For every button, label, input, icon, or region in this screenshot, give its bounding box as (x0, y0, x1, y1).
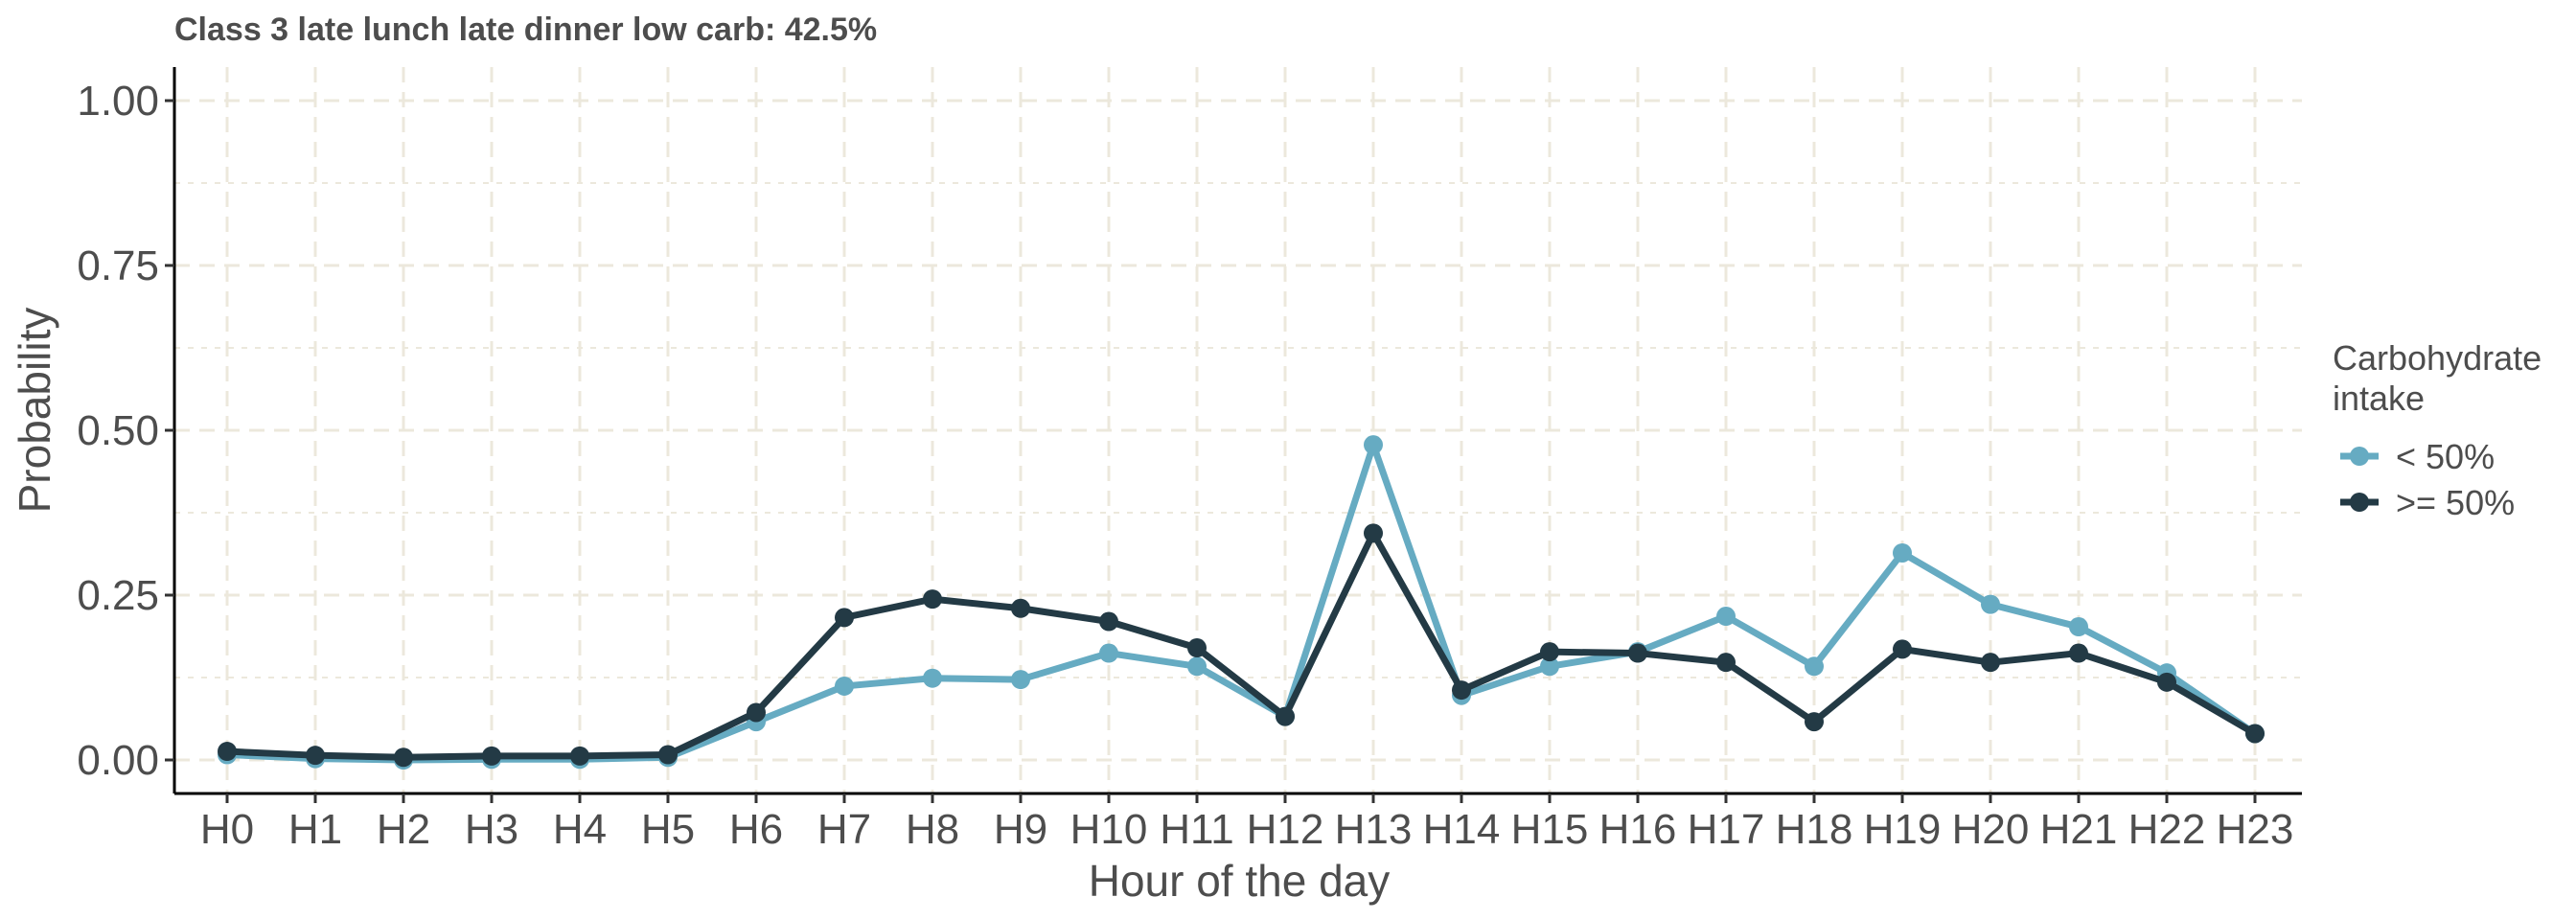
y-tick-label: 0.25 (77, 572, 159, 619)
x-tick-label: H4 (553, 806, 607, 853)
grid (174, 67, 2302, 794)
data-point (2245, 724, 2265, 744)
data-point (923, 589, 942, 610)
legend-title: Carbohydrate (2333, 338, 2542, 378)
data-point (1716, 607, 1736, 627)
data-point (1011, 598, 1030, 618)
data-point (1187, 656, 1207, 677)
x-tick-label: H3 (465, 806, 518, 853)
x-tick-label: H2 (377, 806, 430, 853)
chart-title: Class 3 late lunch late dinner low carb:… (174, 12, 877, 48)
x-tick-label: H7 (817, 806, 871, 853)
data-point (835, 608, 854, 628)
data-point (1893, 639, 1912, 659)
data-point (1099, 643, 1118, 663)
data-point (1011, 670, 1030, 690)
data-point (1981, 594, 2000, 614)
x-tick-label: H15 (1511, 806, 1589, 853)
x-tick-label: H21 (2040, 806, 2118, 853)
x-tick-label: H11 (1160, 806, 1233, 853)
data-point (1893, 542, 1912, 563)
legend-key-point (2350, 447, 2369, 466)
data-point (923, 668, 942, 688)
data-point (570, 746, 589, 766)
series-1 (218, 435, 2265, 770)
data-point (2069, 643, 2088, 663)
x-tick-label: H0 (200, 806, 254, 853)
y-tick-label: 1.00 (77, 78, 159, 125)
data-point (394, 748, 413, 768)
legend-label: >= 50% (2396, 483, 2515, 522)
data-point (1452, 680, 1471, 701)
data-point (1716, 653, 1736, 673)
x-tick-label: H22 (2128, 806, 2206, 853)
data-point (1364, 523, 1383, 543)
data-point (1981, 653, 2000, 673)
legend-key-point (2350, 493, 2369, 512)
series-group (218, 435, 2265, 770)
legend-item: >= 50% (2340, 483, 2515, 522)
x-tick-label: H9 (994, 806, 1047, 853)
data-point (1628, 643, 1647, 663)
x-axis-title: Hour of the day (1089, 856, 1391, 906)
x-tick-label: H23 (2217, 806, 2294, 853)
x-tick-label: H14 (1423, 806, 1501, 853)
x-tick-label: H18 (1776, 806, 1853, 853)
x-tick-label: H6 (729, 806, 783, 853)
data-point (1805, 712, 1824, 732)
series-line (223, 441, 2259, 764)
data-point (1540, 656, 1559, 677)
data-point (747, 702, 766, 723)
data-point (2157, 672, 2176, 692)
data-point (2069, 617, 2088, 637)
x-tick-label: H13 (1335, 806, 1413, 853)
legend-label: < 50% (2396, 437, 2495, 476)
x-tick-label: H5 (641, 806, 695, 853)
data-point (1540, 642, 1559, 662)
series-line (223, 529, 2259, 761)
x-tick-label: H17 (1688, 806, 1765, 853)
data-point (658, 745, 678, 765)
x-tick-label: H12 (1247, 806, 1324, 853)
y-tick-label: 0.50 (77, 407, 159, 454)
x-tick-label: H16 (1599, 806, 1677, 853)
y-tick-label: 0.75 (77, 242, 159, 289)
tick-labels: 0.00 0.25 0.50 0.75 1.00 H0 H1 H2 H3 H4 H5 H6 H7 H8 H9… (77, 78, 2293, 853)
x-tick-label: H8 (906, 806, 959, 853)
data-point (482, 746, 501, 766)
legend-item: < 50% (2340, 437, 2495, 476)
data-point (1187, 638, 1207, 658)
data-point (218, 742, 237, 762)
y-axis-title: Probability (10, 308, 59, 514)
x-tick-label: H10 (1070, 806, 1148, 853)
x-tick-label: H20 (1952, 806, 2030, 853)
y-tick-label: 0.00 (77, 737, 159, 784)
data-point (835, 676, 854, 696)
series-2 (218, 523, 2265, 768)
data-point (306, 746, 325, 766)
data-point (1099, 611, 1118, 632)
x-tick-label: H1 (288, 806, 342, 853)
data-point (1364, 435, 1383, 455)
legend-title: intake (2333, 379, 2425, 418)
data-point (1276, 706, 1295, 726)
data-point (1805, 656, 1824, 677)
x-tick-label: H19 (1864, 806, 1942, 853)
